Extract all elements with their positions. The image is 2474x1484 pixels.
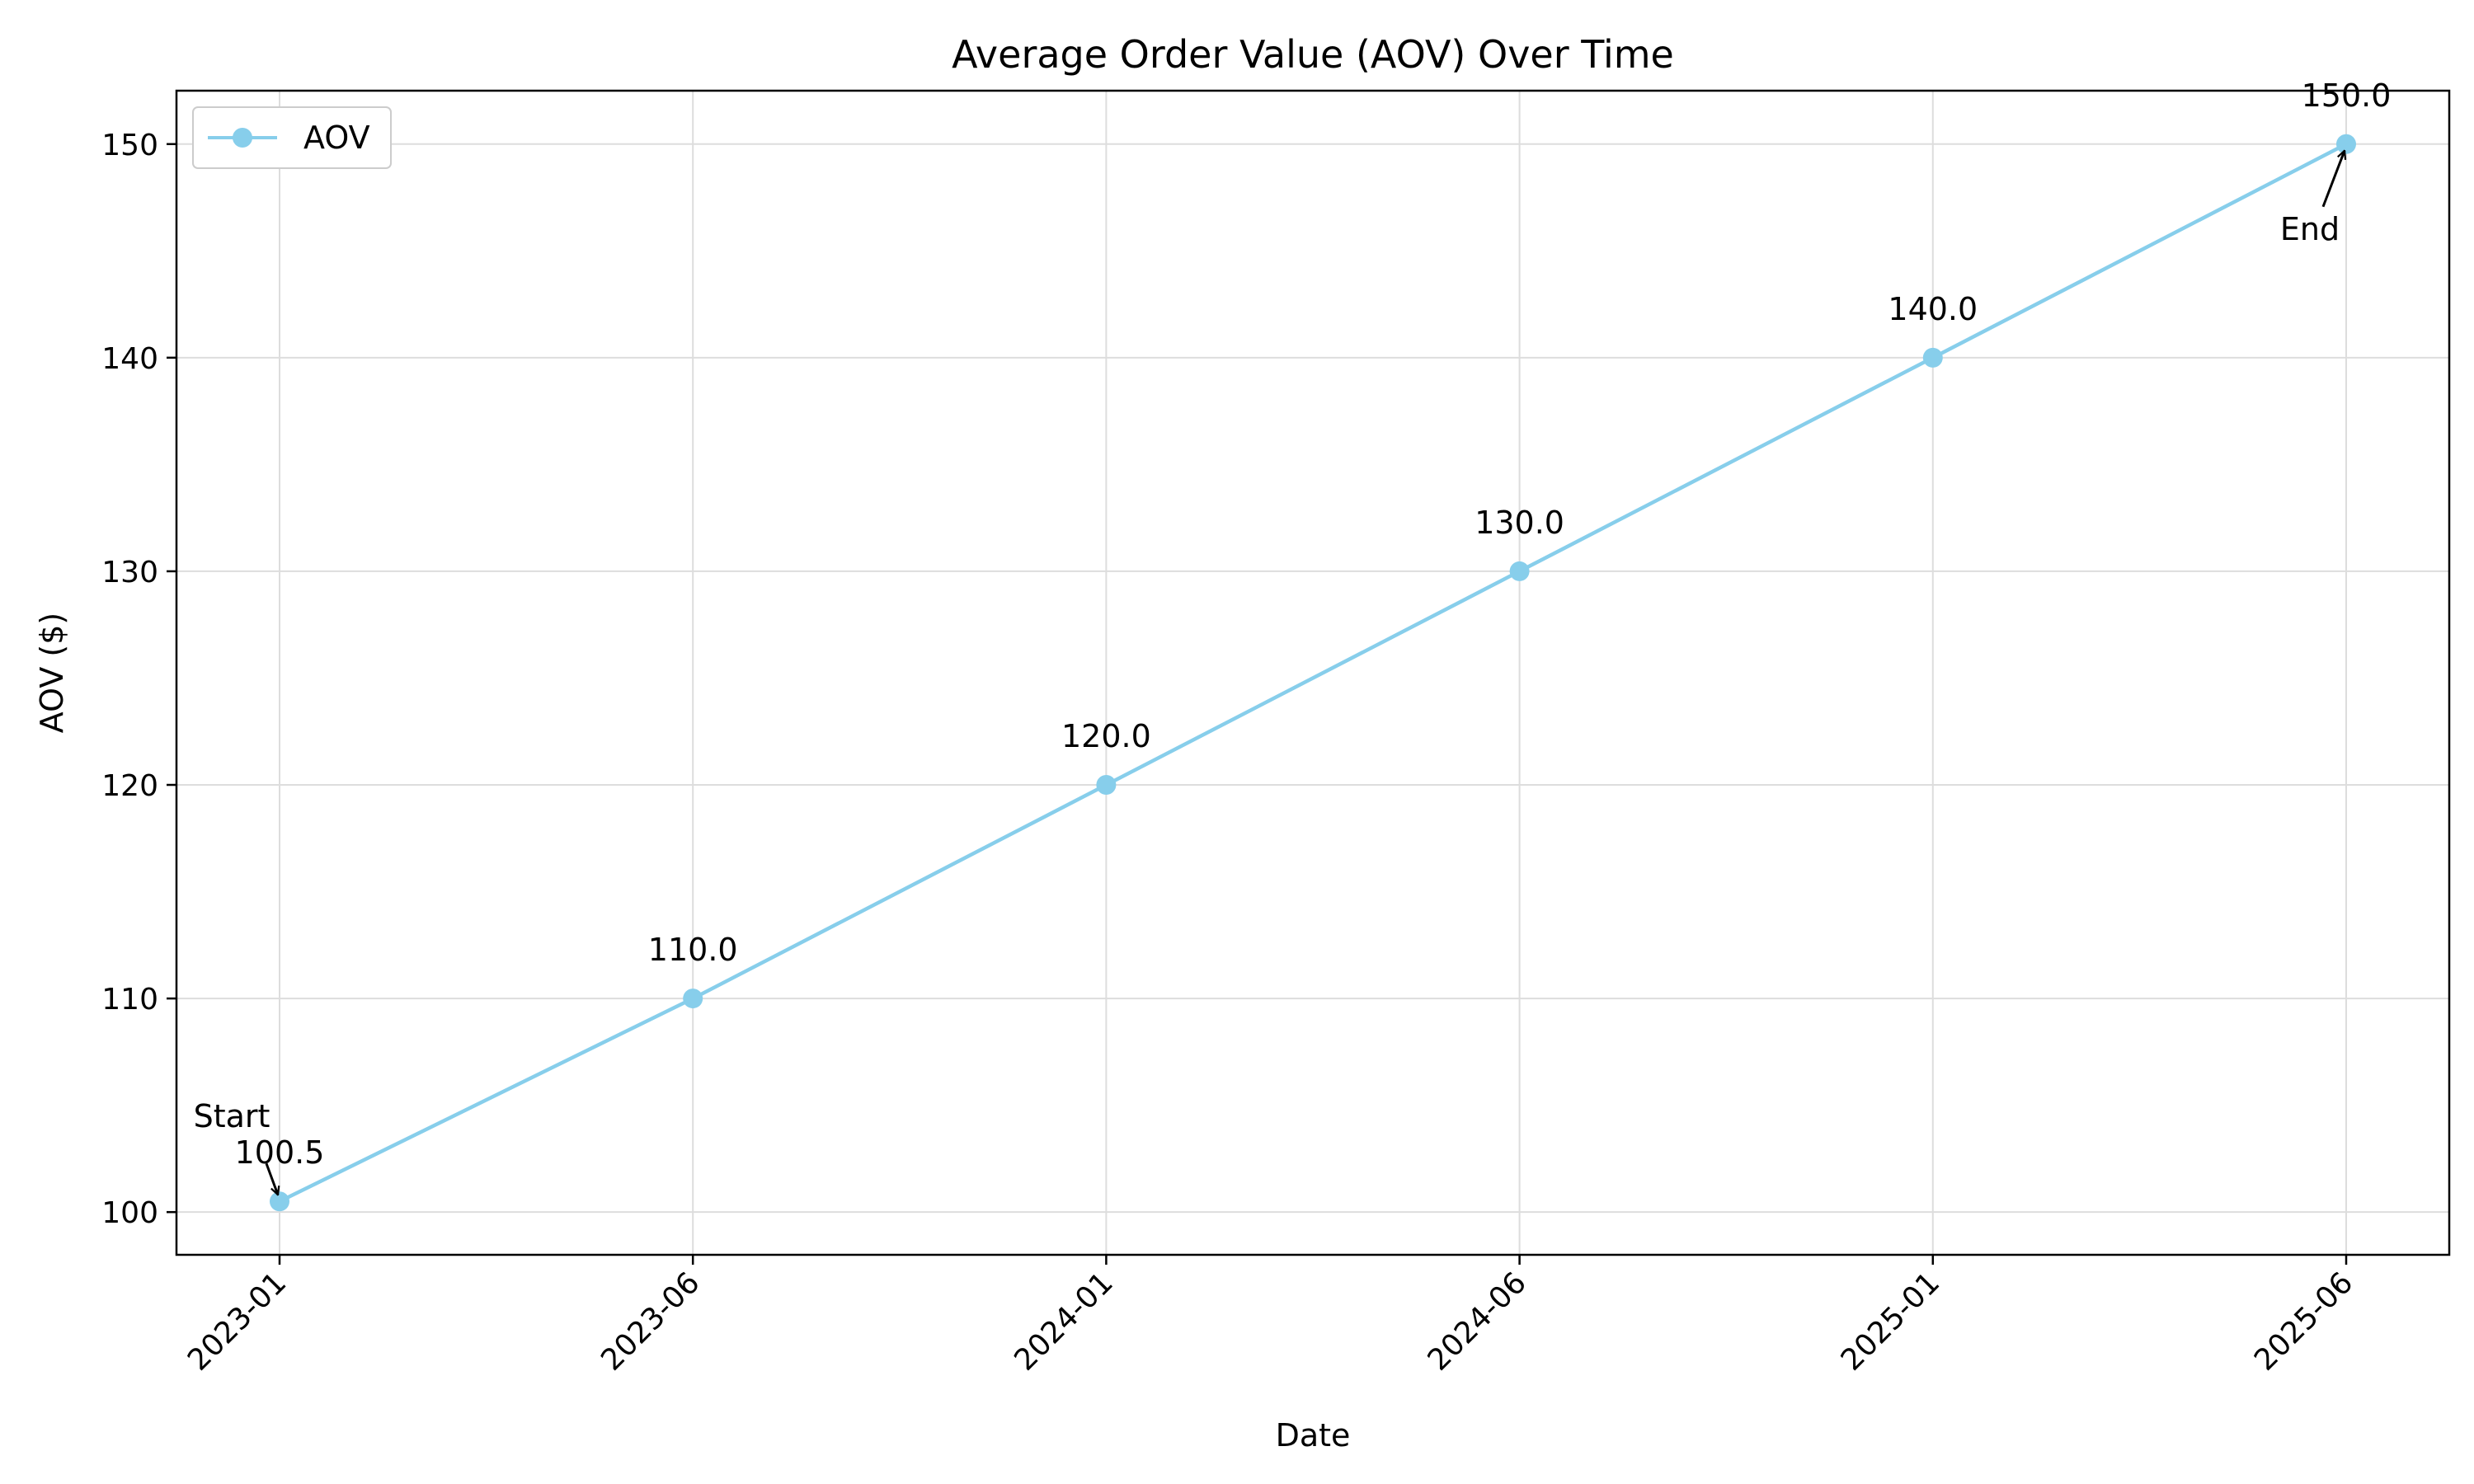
axes xyxy=(175,89,2451,1256)
y-tick-label: 110 xyxy=(101,983,158,1017)
x-tick-label: 2025-01 xyxy=(1835,1266,1946,1377)
data-point xyxy=(1509,561,1530,581)
grid xyxy=(176,91,2449,1255)
tick-labels: 100 110 120 130 140 150 2023-01 2023-06 2024-01 2… xyxy=(101,129,2359,1378)
data-label: 130.0 xyxy=(1475,505,1564,541)
x-axis-label: Date xyxy=(1276,1417,1351,1453)
legend-marker-swatch xyxy=(233,128,252,148)
data-label: 120.0 xyxy=(1061,718,1151,754)
data-point xyxy=(1922,347,1943,368)
y-tick-label: 120 xyxy=(101,769,158,803)
data-label: 150.0 xyxy=(2302,77,2392,114)
x-tick-label: 2023-01 xyxy=(181,1266,293,1377)
plot-area-frame xyxy=(175,89,2451,1256)
y-tick-label: 140 xyxy=(101,342,158,376)
data-label: 140.0 xyxy=(1888,291,1978,327)
x-tick-label: 2025-06 xyxy=(2248,1266,2359,1377)
data-labels: 100.5 110.0 120.0 130.0 140.0 150.0 xyxy=(235,77,2392,1171)
y-tick-label: 130 xyxy=(101,556,158,589)
chart-title: Average Order Value (AOV) Over Time xyxy=(952,32,1674,77)
series-aov xyxy=(270,134,2356,1212)
annotations: Start End xyxy=(194,151,2345,1195)
legend-entry-aov: AOV xyxy=(303,120,370,156)
legend-frame xyxy=(192,106,392,169)
data-point xyxy=(683,989,703,1009)
y-axis-label: AOV ($) xyxy=(34,613,70,733)
data-label: 110.0 xyxy=(648,932,738,968)
x-tick-label: 2024-01 xyxy=(1008,1266,1119,1377)
data-point xyxy=(2336,134,2356,154)
annotation-end: End xyxy=(2280,211,2340,247)
annotation-arrow xyxy=(265,1162,278,1195)
series-line-aov xyxy=(279,142,2348,1204)
y-tick-label: 100 xyxy=(101,1196,158,1230)
legend: AOV xyxy=(192,106,392,169)
data-label: 100.5 xyxy=(235,1134,325,1171)
annotation-start: Start xyxy=(194,1098,270,1134)
annotation-arrow xyxy=(2321,151,2345,208)
x-tick-label: 2023-06 xyxy=(595,1266,706,1377)
y-tick-label: 150 xyxy=(101,129,158,162)
x-tick-label: 2024-06 xyxy=(1422,1266,1533,1377)
data-point xyxy=(270,1191,289,1212)
data-point xyxy=(1096,775,1117,796)
